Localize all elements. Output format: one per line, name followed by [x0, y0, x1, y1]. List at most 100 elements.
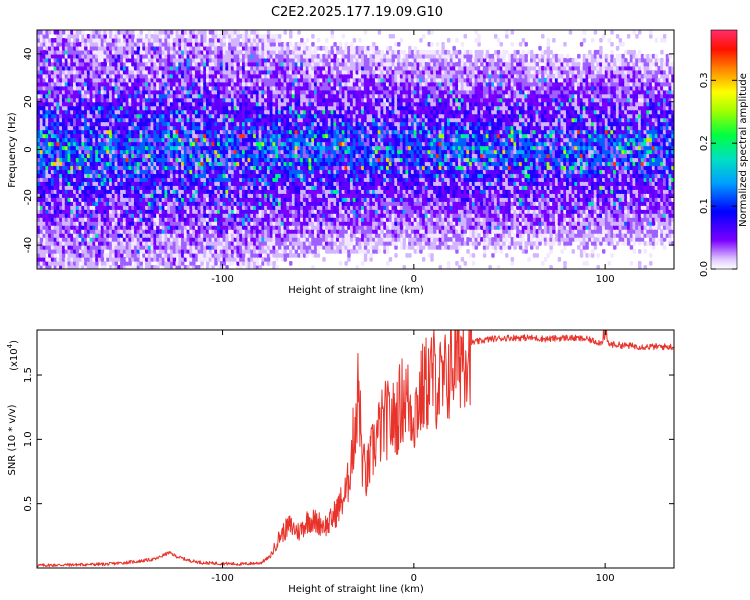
- heatmap-cell: [59, 177, 63, 183]
- heatmap-cell: [37, 33, 41, 39]
- heatmap-cell: [75, 249, 80, 254]
- heatmap-cell: [50, 237, 55, 242]
- heatmap-cell: [59, 237, 63, 242]
- heatmap-cell: [45, 229, 49, 234]
- heatmap-cell: [50, 109, 55, 115]
- heatmap-cell: [214, 41, 218, 47]
- heatmap-cell: [39, 249, 44, 254]
- heatmap-cell: [70, 73, 74, 79]
- heatmap-cell: [59, 101, 63, 107]
- heatmap-cell: [73, 245, 77, 250]
- heatmap-cell: [73, 201, 77, 206]
- heatmap-cell: [64, 237, 69, 242]
- heatmap-cell: [59, 33, 63, 39]
- heatmap-cell: [45, 197, 49, 202]
- heatmap-cell: [48, 125, 52, 131]
- heatmap-cell: [61, 237, 66, 242]
- heatmap-cell: [42, 221, 47, 226]
- heatmap-cell: [59, 193, 63, 198]
- heatmap-cell: [75, 153, 80, 159]
- heatmap-cell: [39, 165, 44, 171]
- heatmap-cell: [67, 109, 71, 115]
- heatmap-cell: [45, 37, 49, 43]
- heatmap-cell: [61, 37, 66, 43]
- heatmap-cell: [42, 257, 47, 262]
- heatmap-cell: [45, 137, 49, 143]
- heatmap-cell: [75, 201, 80, 206]
- heatmap-cell: [56, 193, 60, 198]
- heatmap-cell: [53, 257, 58, 262]
- heatmap-cell: [64, 149, 69, 155]
- heatmap-cell: [53, 49, 58, 55]
- heatmap-cell: [39, 133, 44, 139]
- heatmap-cell: [75, 245, 80, 250]
- heatmap-cell: [42, 93, 47, 99]
- heatmap-cell: [236, 37, 240, 43]
- heatmap-cell: [48, 109, 52, 115]
- heatmap-cell: [75, 105, 80, 111]
- heatmap-cell: [39, 137, 44, 143]
- heatmap-cell: [42, 229, 47, 234]
- heatmap-cell: [37, 213, 41, 218]
- heatmap-cell: [56, 93, 60, 99]
- heatmap-cell: [67, 217, 71, 222]
- heatmap-cell: [61, 81, 66, 87]
- heatmap-cell: [81, 30, 85, 35]
- heatmap-cell: [236, 30, 240, 35]
- heatmap-cell: [73, 49, 77, 55]
- heatmap-cell: [48, 169, 52, 175]
- heatmap-cell: [59, 197, 63, 202]
- heatmap-cell: [39, 213, 44, 218]
- heatmap-cell: [70, 109, 74, 115]
- heatmap-cell: [75, 237, 80, 242]
- heatmap-cell: [39, 53, 44, 59]
- heatmap-cell: [48, 141, 52, 147]
- heatmap-cell: [70, 33, 74, 39]
- heatmap-cell: [61, 217, 66, 222]
- heatmap-cell: [73, 133, 77, 139]
- heatmap-cell: [73, 189, 77, 195]
- heatmap-cell: [37, 249, 41, 254]
- heatmap-cell: [56, 77, 60, 83]
- heatmap-cell: [59, 153, 63, 159]
- heatmap-cell: [61, 233, 66, 238]
- chart-title: C2E2.2025.177.19.09.G10: [271, 5, 443, 20]
- heatmap-cell: [37, 165, 41, 171]
- heatmap-cell: [45, 257, 49, 262]
- heatmap-cell: [53, 145, 58, 151]
- heatmap-cell: [61, 201, 66, 206]
- heatmap-cell: [53, 165, 58, 171]
- heatmap-cell: [56, 45, 60, 51]
- heatmap-cell: [75, 225, 80, 230]
- heatmap-cell: [59, 245, 63, 250]
- heatmap-cell: [45, 165, 49, 171]
- heatmap-cell: [73, 93, 77, 99]
- heatmap-cell: [56, 233, 60, 238]
- heatmap-cell: [64, 185, 69, 191]
- heatmap-cell: [56, 53, 60, 59]
- heatmap-cell: [45, 185, 49, 191]
- heatmap-cell: [75, 197, 80, 202]
- heatmap-cell: [73, 117, 77, 123]
- heatmap-cell: [61, 85, 66, 91]
- heatmap-cell: [147, 30, 152, 35]
- heatmap-cell: [37, 69, 41, 75]
- heatmap-cell: [75, 145, 80, 151]
- heatmap-cell: [56, 121, 60, 127]
- heatmap-cell: [50, 233, 55, 238]
- heatmap-cell: [39, 265, 44, 269]
- heatmap-cell: [56, 125, 60, 131]
- heatmap-cell: [64, 229, 69, 234]
- heatmap-cell: [67, 153, 71, 159]
- heatmap-cell: [70, 161, 74, 167]
- heatmap-cell: [75, 113, 80, 119]
- heatmap-cell: [39, 233, 44, 238]
- heatmap-cell: [64, 221, 69, 226]
- heatmap-cell: [48, 81, 52, 87]
- heatmap-cell: [61, 113, 66, 119]
- heatmap-cell: [61, 89, 66, 95]
- heatmap-cell: [56, 81, 60, 87]
- heatmap-cell: [64, 125, 69, 131]
- heatmap-cell: [61, 57, 66, 63]
- heatmap-cell: [64, 225, 69, 230]
